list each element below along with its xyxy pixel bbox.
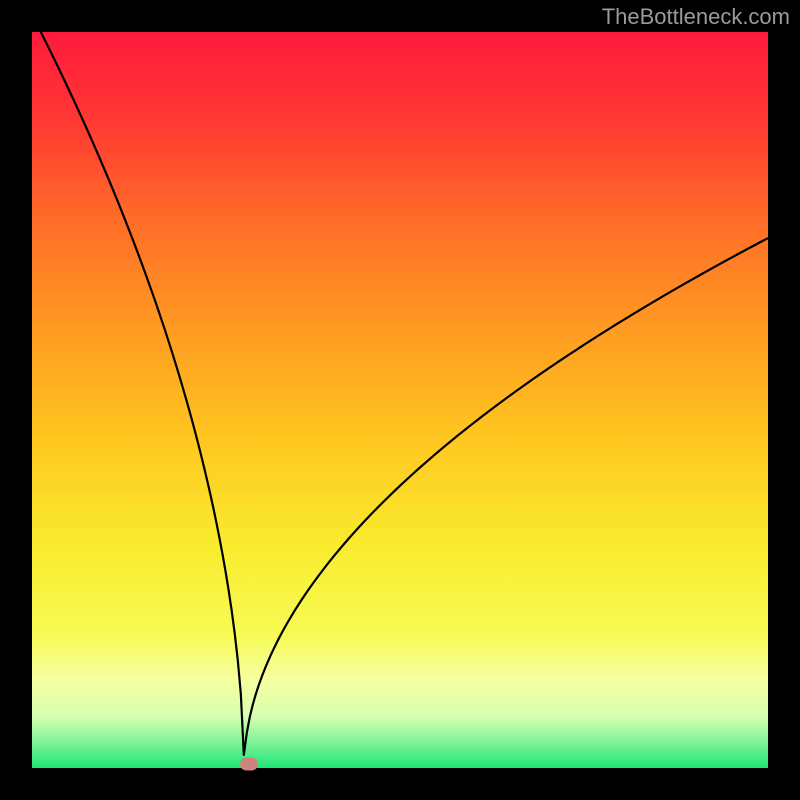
plot-area xyxy=(32,32,768,768)
curve-path xyxy=(41,32,768,755)
bottleneck-curve xyxy=(32,32,768,768)
chart-container: TheBottleneck.com xyxy=(0,0,800,800)
watermark-text: TheBottleneck.com xyxy=(602,4,790,30)
minimum-marker xyxy=(240,758,258,771)
